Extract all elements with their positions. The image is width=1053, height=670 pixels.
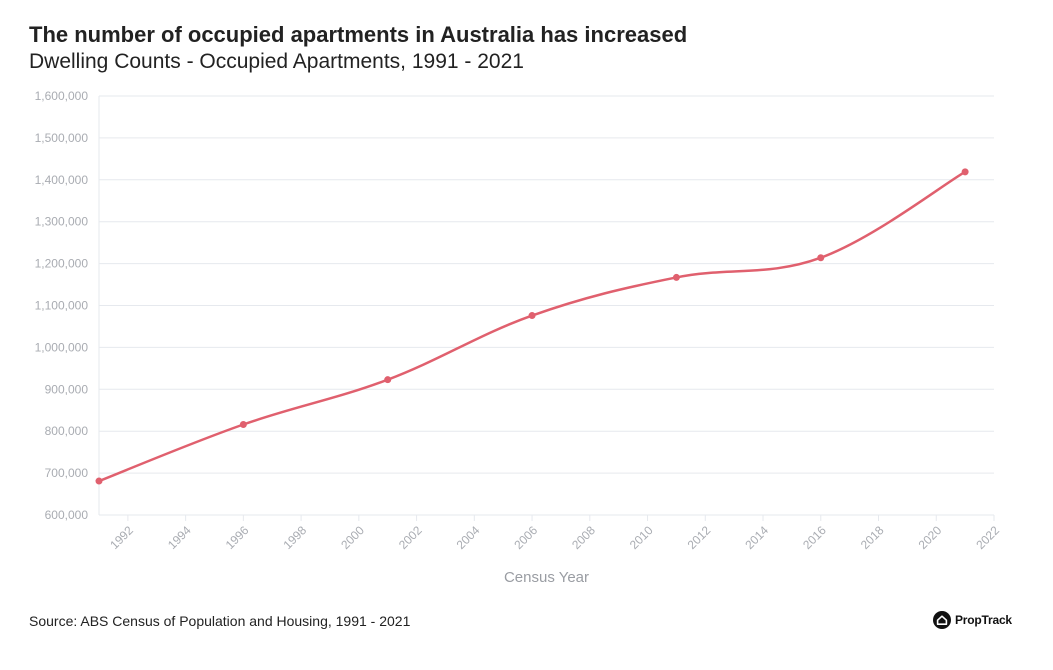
x-tick-label: 1996 <box>223 523 252 552</box>
y-tick-label: 900,000 <box>45 382 89 396</box>
data-point[interactable] <box>961 168 969 176</box>
source-note: Source: ABS Census of Population and Hou… <box>29 613 411 629</box>
y-tick-label: 1,000,000 <box>35 340 89 354</box>
x-tick-label: 2006 <box>511 523 540 552</box>
y-tick-label: 700,000 <box>45 466 89 480</box>
proptrack-house-logo-icon <box>933 611 951 629</box>
x-tick-label: 2012 <box>685 523 714 552</box>
data-point[interactable] <box>672 273 680 281</box>
x-tick-label: 2010 <box>627 523 656 552</box>
y-tick-label: 1,200,000 <box>35 257 89 271</box>
y-tick-label: 800,000 <box>45 424 89 438</box>
x-tick-label: 1994 <box>165 523 194 552</box>
x-tick-label: 1998 <box>280 523 309 552</box>
x-tick-label: 2022 <box>973 523 1002 552</box>
x-tick-label: 1992 <box>107 523 136 552</box>
chart-subtitle: Dwelling Counts - Occupied Apartments, 1… <box>29 50 524 73</box>
data-point[interactable] <box>239 420 247 428</box>
line-chart: 600,000 700,000 800,000 900,000 1,000,000 1,1… <box>35 89 1003 586</box>
y-tick-label: 1,500,000 <box>35 131 89 145</box>
data-point[interactable] <box>528 312 536 320</box>
y-tick-label: 1,400,000 <box>35 173 89 187</box>
grid-lines <box>98 95 995 521</box>
x-tick-label: 2016 <box>800 523 829 552</box>
data-point[interactable] <box>817 254 825 262</box>
series-line <box>97 170 967 483</box>
series <box>95 168 969 485</box>
y-tick-label: 1,100,000 <box>35 299 89 313</box>
x-axis-label: Census Year <box>504 569 589 586</box>
chart-title: The number of occupied apartments in Aus… <box>29 22 688 47</box>
x-tick-label: 2004 <box>454 523 483 552</box>
brand-logo: PropTrack <box>933 611 1012 629</box>
x-axis-ticks: 1992 1994 1996 1998 2000 2002 2004 2006 2008 2010… <box>107 523 1002 552</box>
y-tick-label: 1,600,000 <box>35 89 89 103</box>
data-point[interactable] <box>384 376 392 384</box>
x-tick-label: 2014 <box>742 523 771 552</box>
y-tick-label: 1,300,000 <box>35 215 89 229</box>
x-tick-label: 2008 <box>569 523 598 552</box>
x-tick-label: 2018 <box>858 523 887 552</box>
data-point[interactable] <box>95 477 103 485</box>
x-tick-label: 2020 <box>916 523 945 552</box>
x-tick-label: 2000 <box>338 523 367 552</box>
y-tick-label: 600,000 <box>45 508 89 522</box>
x-tick-label: 2002 <box>396 523 425 552</box>
brand-name: PropTrack <box>955 613 1012 627</box>
y-axis-ticks: 600,000 700,000 800,000 900,000 1,000,000 1,1… <box>35 89 89 522</box>
